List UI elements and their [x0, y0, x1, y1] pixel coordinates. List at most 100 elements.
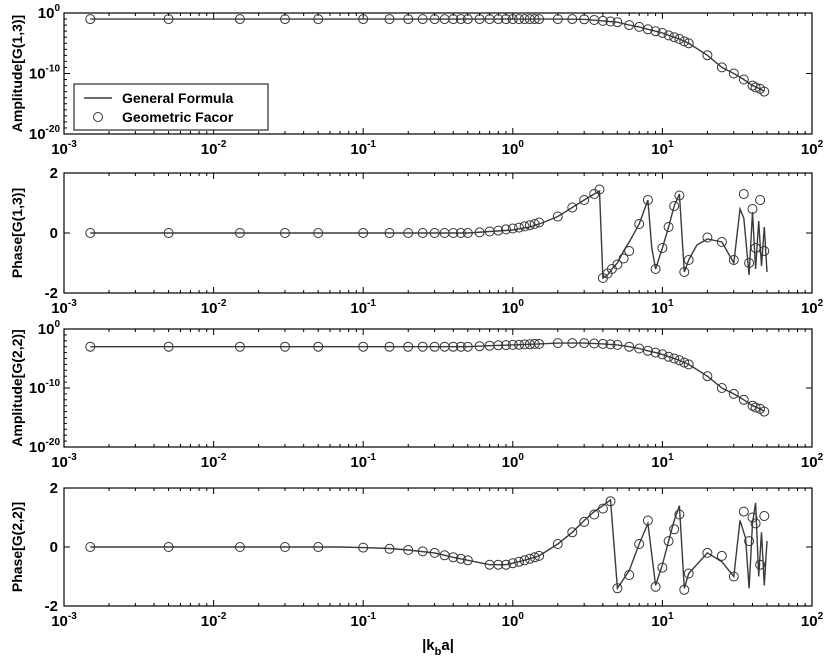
marker-geometric-factor	[519, 339, 530, 350]
y-tick-label: 2	[50, 480, 58, 497]
marker-geometric-factor	[280, 228, 290, 238]
marker-geometric-factor	[755, 195, 766, 205]
x-tick-label: 102	[801, 298, 824, 317]
x-tick-label: 10-1	[350, 298, 376, 317]
marker-geometric-factor	[702, 232, 713, 243]
marker-geometric-factor	[624, 570, 635, 580]
marker-geometric-factor	[612, 583, 623, 594]
marker-geometric-factor	[594, 184, 605, 195]
legend-entry-general-formula: General Formula	[122, 90, 233, 106]
marker-geometric-factor	[634, 219, 645, 229]
marker-geometric-factor	[524, 553, 535, 564]
marker-geometric-factor	[759, 246, 770, 256]
marker-geometric-factor	[750, 518, 761, 529]
marker-geometric-factor	[663, 351, 674, 362]
legend-marker-swatch	[93, 112, 103, 122]
marker-geometric-factor	[529, 338, 540, 349]
y-axis-label: Phase[G(2,2)]	[9, 502, 25, 592]
marker-geometric-factor	[514, 222, 524, 233]
marker-geometric-factor	[597, 338, 608, 349]
marker-geometric-factor	[679, 36, 690, 47]
marker-geometric-factor	[744, 536, 755, 547]
marker-geometric-factor	[642, 195, 653, 205]
marker-geometric-factor	[683, 568, 694, 579]
x-tick-label: 101	[651, 452, 674, 471]
marker-geometric-factor	[384, 228, 395, 238]
marker-geometric-factor	[429, 14, 440, 25]
x-axis-label: |kba|	[422, 637, 454, 658]
marker-geometric-factor	[674, 34, 685, 44]
marker-geometric-factor	[567, 527, 578, 538]
marker-geometric-factor	[514, 339, 524, 350]
marker-geometric-factor	[493, 340, 504, 351]
marker-geometric-factor	[663, 536, 674, 547]
marker-geometric-factor	[750, 243, 761, 253]
marker-geometric-factor	[612, 17, 623, 28]
marker-geometric-factor	[417, 228, 428, 238]
marker-geometric-factor	[567, 202, 578, 213]
marker-geometric-factor	[384, 341, 395, 352]
marker-geometric-factor	[579, 195, 590, 205]
marker-geometric-factor	[507, 14, 518, 25]
marker-geometric-factor	[519, 14, 530, 25]
marker-geometric-factor	[358, 542, 369, 553]
marker-geometric-factor	[702, 50, 713, 61]
marker-geometric-factor	[618, 253, 629, 264]
x-tick-label: 10-3	[51, 452, 77, 471]
marker-geometric-factor	[605, 339, 616, 350]
marker-geometric-factor	[313, 228, 324, 238]
y-tick-label: 100	[38, 3, 61, 22]
marker-geometric-factor	[514, 14, 524, 25]
marker-geometric-factor	[650, 264, 661, 274]
marker-geometric-factor	[759, 406, 770, 417]
marker-geometric-factor	[474, 341, 485, 352]
x-tick-label: 102	[801, 452, 824, 471]
marker-geometric-factor	[650, 26, 661, 37]
marker-geometric-factor	[455, 341, 466, 352]
marker-geometric-factor	[657, 349, 668, 360]
marker-geometric-factor	[567, 338, 578, 349]
marker-geometric-factor	[501, 14, 511, 25]
marker-geometric-factor	[85, 228, 96, 238]
panel-phase-g22: 10-3 10-2 10-1 100 101 102 -2 0 2 Phase[G(2,2)]	[9, 480, 824, 630]
marker-geometric-factor	[669, 524, 680, 535]
marker-geometric-factor	[579, 14, 590, 25]
marker-geometric-factor	[358, 341, 369, 352]
x-tick-label: 100	[502, 139, 525, 158]
marker-geometric-factor	[474, 227, 485, 238]
x-tick-label: 10-2	[201, 452, 227, 471]
marker-geometric-factor	[552, 539, 563, 549]
marker-geometric-factor	[750, 402, 761, 413]
marker-geometric-factor	[474, 14, 485, 25]
marker-geometric-factor	[728, 255, 739, 265]
marker-geometric-factor	[624, 246, 635, 256]
marker-geometric-factor	[507, 558, 518, 569]
x-tick-label: 101	[651, 611, 674, 630]
marker-geometric-factor	[403, 341, 414, 352]
marker-geometric-factor	[462, 228, 473, 238]
marker-geometric-factor	[455, 553, 466, 564]
x-tick-label: 102	[801, 139, 824, 158]
marker-geometric-factor	[534, 550, 545, 561]
x-tick-label: 100	[502, 611, 525, 630]
y-tick-label: 100	[38, 319, 61, 338]
marker-geometric-factor	[417, 14, 428, 25]
marker-geometric-factor	[716, 550, 727, 561]
marker-geometric-factor	[462, 555, 473, 566]
marker-geometric-factor	[455, 228, 466, 238]
marker-geometric-factor	[493, 14, 504, 25]
marker-geometric-factor	[567, 14, 578, 25]
marker-geometric-factor	[642, 515, 653, 526]
marker-geometric-factor	[738, 74, 749, 85]
marker-geometric-factor	[448, 552, 459, 563]
marker-geometric-factor	[534, 217, 545, 228]
marker-geometric-factor	[313, 14, 324, 25]
x-tick-label: 102	[801, 611, 824, 630]
x-tick-label: 10-1	[350, 452, 376, 471]
marker-geometric-factor	[657, 243, 668, 253]
y-tick-label: 10-10	[29, 64, 61, 83]
marker-geometric-factor	[462, 341, 473, 352]
marker-geometric-factor	[501, 224, 511, 235]
marker-geometric-factor	[234, 14, 245, 25]
marker-geometric-factor	[552, 14, 563, 25]
